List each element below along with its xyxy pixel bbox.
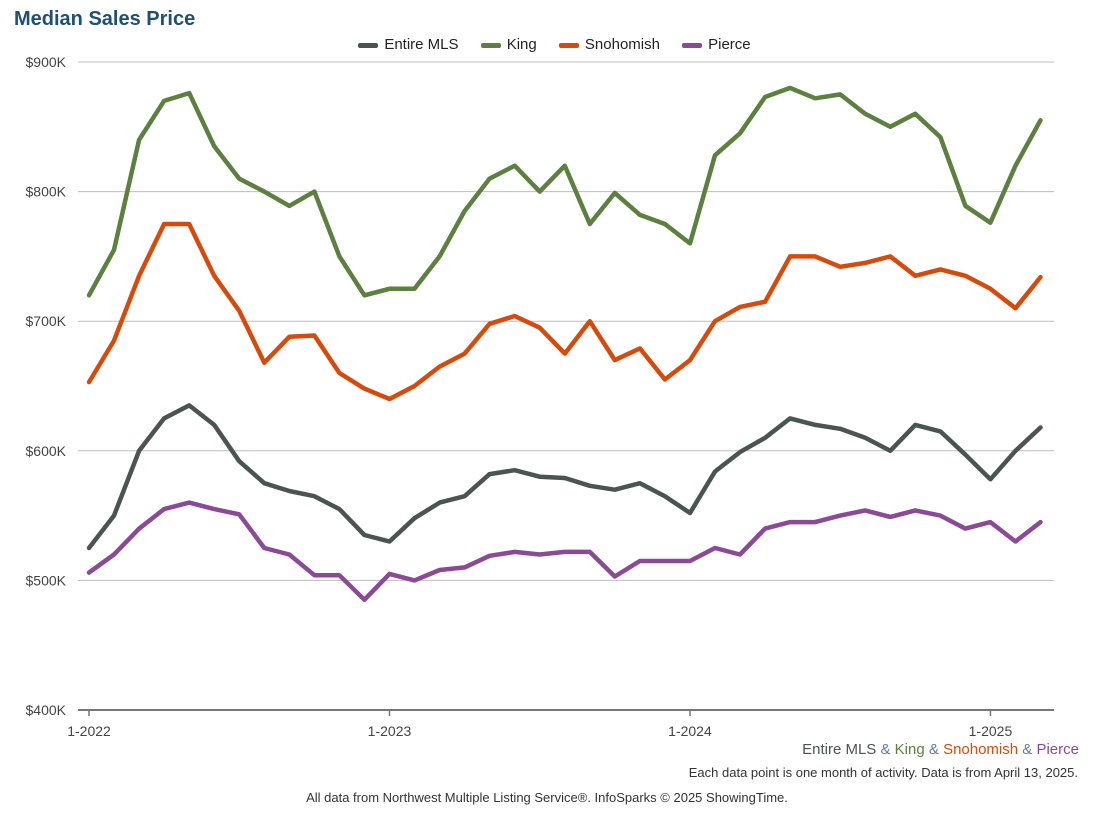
legend-label-pierce: Pierce bbox=[708, 36, 751, 53]
legend-swatch-pierce bbox=[682, 42, 703, 48]
series-line-snohomish bbox=[86, 221, 1043, 402]
legend-label-king: King bbox=[506, 36, 537, 53]
footer-series-snohomish: Snohomish bbox=[943, 741, 1019, 758]
x-tick-label: 1-2023 bbox=[368, 723, 412, 739]
y-tick-label: $800K bbox=[26, 184, 67, 200]
chart-legend: Entire MLS King Snohomish Pierce bbox=[0, 36, 1109, 53]
legend-swatch-entire-mls bbox=[358, 42, 379, 48]
data-note: Each data point is one month of activity… bbox=[688, 765, 1078, 780]
legend-entry-entire-mls[interactable]: Entire MLS bbox=[358, 36, 459, 53]
footer-ampersand: & bbox=[1022, 741, 1033, 758]
x-tick-label: 1-2022 bbox=[67, 723, 111, 739]
series-line-king bbox=[86, 85, 1043, 298]
footer-series-entire-mls: Entire MLS bbox=[802, 741, 877, 758]
footer-series-king: King bbox=[894, 741, 925, 758]
legend-swatch-snohomish bbox=[558, 42, 579, 48]
line-chart: $400K $500K $600K $700K $800K $900K 1-2022 1-20… bbox=[26, 54, 1054, 739]
legend-entry-pierce[interactable]: Pierce bbox=[682, 36, 751, 53]
footer-ampersand: & bbox=[928, 741, 939, 758]
footer-series-list: Entire MLS & King & Snohomish & Pierce bbox=[802, 741, 1079, 758]
legend-entry-snohomish[interactable]: Snohomish bbox=[558, 36, 660, 53]
y-tick-label: $500K bbox=[26, 572, 67, 588]
legend-swatch-king bbox=[480, 42, 501, 48]
legend-entry-king[interactable]: King bbox=[480, 36, 537, 53]
x-tick-label: 1-2024 bbox=[668, 723, 712, 739]
x-tick-label: 1-2025 bbox=[969, 723, 1013, 739]
series-line-pierce bbox=[86, 500, 1043, 603]
series-line-entire-mls bbox=[86, 403, 1043, 551]
y-tick-label: $400K bbox=[26, 702, 67, 718]
footer-series-pierce: Pierce bbox=[1036, 741, 1079, 758]
chart-title: Median Sales Price bbox=[14, 8, 196, 30]
y-tick-label: $700K bbox=[26, 313, 67, 329]
data-credit: All data from Northwest Multiple Listing… bbox=[306, 790, 788, 805]
legend-label-entire-mls: Entire MLS bbox=[384, 36, 459, 53]
y-tick-label: $900K bbox=[26, 54, 67, 70]
legend-label-snohomish: Snohomish bbox=[584, 36, 660, 53]
y-tick-label: $600K bbox=[26, 443, 67, 459]
footer-ampersand: & bbox=[880, 741, 891, 758]
